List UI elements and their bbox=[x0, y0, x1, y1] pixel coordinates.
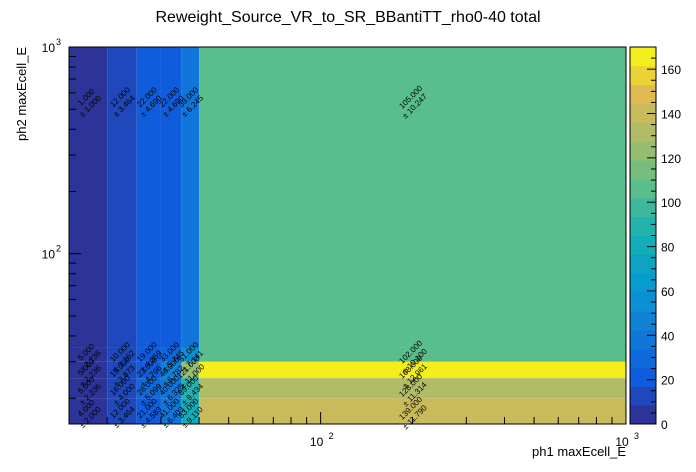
x-tick-exponent: 3 bbox=[634, 431, 639, 441]
colorbar-level bbox=[630, 122, 656, 142]
x-tick-exponent: 2 bbox=[329, 431, 334, 441]
colorbar-level bbox=[630, 273, 656, 293]
colorbar-level bbox=[630, 254, 656, 274]
heatmap-cell bbox=[107, 398, 137, 424]
heatmap-cell bbox=[199, 361, 627, 379]
heatmap-cell bbox=[136, 361, 161, 379]
heatmap-cell bbox=[69, 361, 108, 379]
heatmap-cell bbox=[107, 361, 137, 379]
colorbar-level bbox=[630, 348, 656, 368]
colorbar-tick-label: 140 bbox=[661, 108, 681, 122]
x-tick-label: 10 bbox=[615, 435, 629, 449]
heatmap-cell bbox=[181, 378, 200, 399]
heatmap-cell bbox=[69, 398, 108, 424]
colorbar-level bbox=[630, 47, 656, 67]
heatmap-cell bbox=[136, 47, 161, 348]
colorbar-tick-label: 160 bbox=[661, 63, 681, 77]
colorbar-tick-label: 80 bbox=[661, 241, 675, 255]
heatmap-cell bbox=[160, 361, 182, 379]
heatmap-cell bbox=[69, 378, 108, 399]
colorbar-tick-label: 0 bbox=[661, 418, 668, 432]
heatmap-cell bbox=[199, 378, 627, 399]
plot-frame bbox=[68, 46, 627, 425]
heatmap-cell bbox=[107, 378, 137, 399]
chart-title: Reweight_Source_VR_to_SR_BBantiTT_rho0-4… bbox=[155, 9, 540, 26]
colorbar-tick-label: 120 bbox=[661, 152, 681, 166]
colorbar-level bbox=[630, 216, 656, 236]
colorbar-level bbox=[630, 329, 656, 350]
colorbar-tick-label: 20 bbox=[661, 374, 675, 388]
colorbar-level bbox=[630, 386, 656, 406]
heatmap-cell bbox=[160, 47, 182, 348]
colorbar-level bbox=[630, 160, 656, 180]
colorbar-level bbox=[630, 197, 656, 218]
colorbar-level bbox=[630, 367, 656, 387]
heatmap-cell bbox=[199, 347, 627, 362]
heatmap-cell bbox=[69, 347, 108, 362]
heatmap-cell bbox=[181, 47, 200, 348]
heatmap-cells bbox=[69, 47, 627, 424]
colorbar-tick-label: 60 bbox=[661, 285, 675, 299]
heatmap-cell bbox=[136, 378, 161, 399]
heatmap-cell bbox=[181, 361, 200, 379]
heatmap-cell bbox=[181, 347, 200, 362]
y-tick-exponent: 3 bbox=[56, 37, 61, 47]
heatmap-cell bbox=[107, 47, 137, 348]
heatmap-cell bbox=[160, 347, 182, 362]
y-tick-exponent: 2 bbox=[56, 244, 61, 254]
colorbar-ticks: 0 20 40 60 80 100 120 140 160 bbox=[647, 46, 681, 432]
heatmap-cell bbox=[136, 398, 161, 424]
heatmap-cell bbox=[136, 347, 161, 362]
colorbar-level bbox=[630, 103, 656, 123]
heatmap-cell bbox=[160, 398, 182, 424]
colorbar-tick-label: 40 bbox=[661, 329, 675, 343]
heatmap-cell bbox=[107, 347, 137, 362]
x-axis-ticks: 10 2 10 3 bbox=[106, 412, 639, 449]
heatmap-cell bbox=[160, 378, 182, 399]
y-tick-label: 10 bbox=[42, 41, 56, 55]
y-tick-label: 10 bbox=[42, 248, 56, 262]
colorbar-level bbox=[630, 235, 656, 255]
colorbar-level bbox=[630, 292, 656, 312]
y-axis-label: ph2 maxEcell_E bbox=[14, 47, 29, 141]
heatmap-cell bbox=[181, 398, 200, 424]
heatmap-cell bbox=[69, 47, 108, 348]
colorbar-level bbox=[630, 310, 656, 331]
x-tick-label: 10 bbox=[310, 435, 324, 449]
heatmap-cell bbox=[199, 47, 627, 348]
colorbar-level bbox=[630, 178, 656, 199]
colorbar-tick-label: 100 bbox=[661, 196, 681, 210]
colorbar-level bbox=[630, 65, 656, 86]
x-axis-label: ph1 maxEcell_E bbox=[532, 444, 626, 459]
colorbar-level bbox=[630, 141, 656, 161]
colorbar-level bbox=[630, 84, 656, 105]
colorbar-level bbox=[630, 405, 656, 425]
